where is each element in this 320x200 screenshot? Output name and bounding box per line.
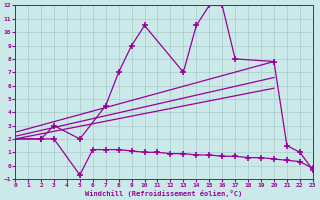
X-axis label: Windchill (Refroidissement éolien,°C): Windchill (Refroidissement éolien,°C) — [85, 190, 243, 197]
